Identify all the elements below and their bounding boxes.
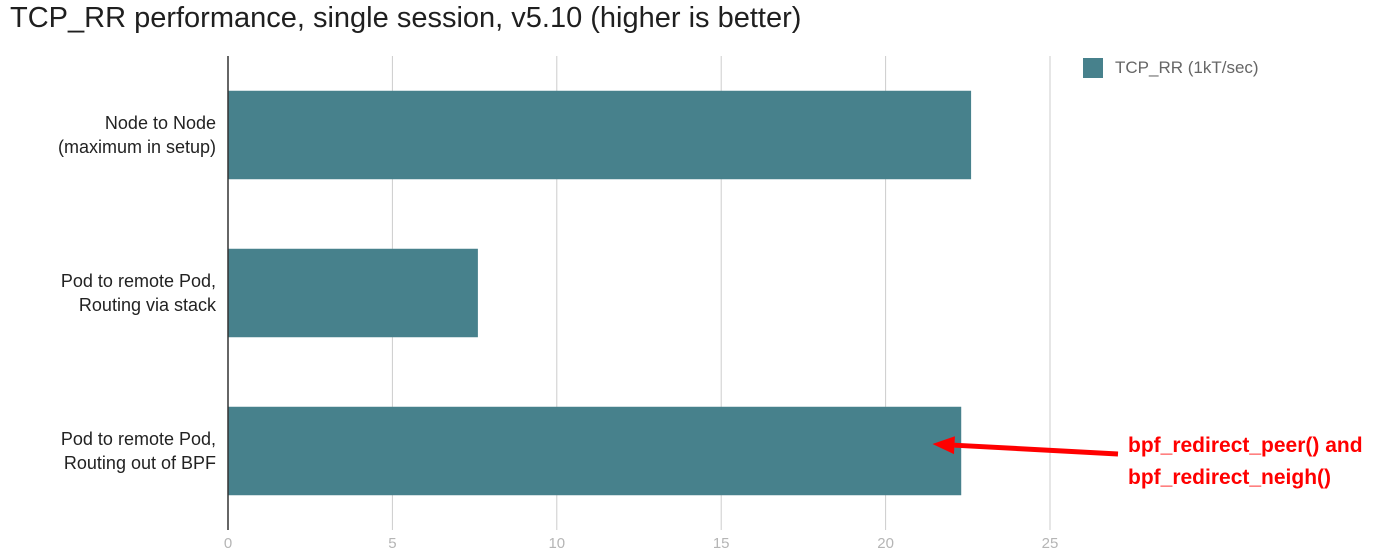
annotation-arrow (932, 436, 1119, 457)
legend-swatch (1083, 58, 1103, 78)
x-tick-label: 0 (224, 535, 232, 552)
bar (228, 248, 478, 338)
annotation-line-1: bpf_redirect_peer() and (1128, 434, 1363, 457)
bar-layer (228, 90, 972, 496)
annotation-line-2: bpf_redirect_neigh() (1128, 466, 1332, 489)
category-label: Routing via stack (79, 295, 217, 315)
x-tick-label: 10 (548, 535, 565, 552)
annotation-text: bpf_redirect_peer() and bpf_redirect_nei… (1128, 430, 1363, 494)
legend: TCP_RR (1kT/sec) (1083, 58, 1259, 78)
arrow-shaft (954, 442, 1119, 457)
legend-label: TCP_RR (1kT/sec) (1115, 58, 1259, 77)
arrow-head (932, 436, 955, 455)
category-label: Pod to remote Pod, (61, 429, 216, 449)
bar (228, 90, 972, 180)
x-tick-label: 5 (388, 535, 396, 552)
category-label: Node to Node (105, 113, 216, 133)
category-label: (maximum in setup) (58, 137, 216, 157)
x-tick-label: 20 (877, 535, 894, 552)
x-tick-label: 25 (1042, 535, 1059, 552)
bar (228, 406, 962, 496)
x-tick-label: 15 (713, 535, 730, 552)
chart-title: TCP_RR performance, single session, v5.1… (10, 2, 802, 34)
label-layer: 0 5 10 15 20 25 Node to Node (maximum in setup)… (58, 113, 1058, 552)
category-label: Routing out of BPF (64, 453, 216, 473)
category-label: Pod to remote Pod, (61, 271, 216, 291)
